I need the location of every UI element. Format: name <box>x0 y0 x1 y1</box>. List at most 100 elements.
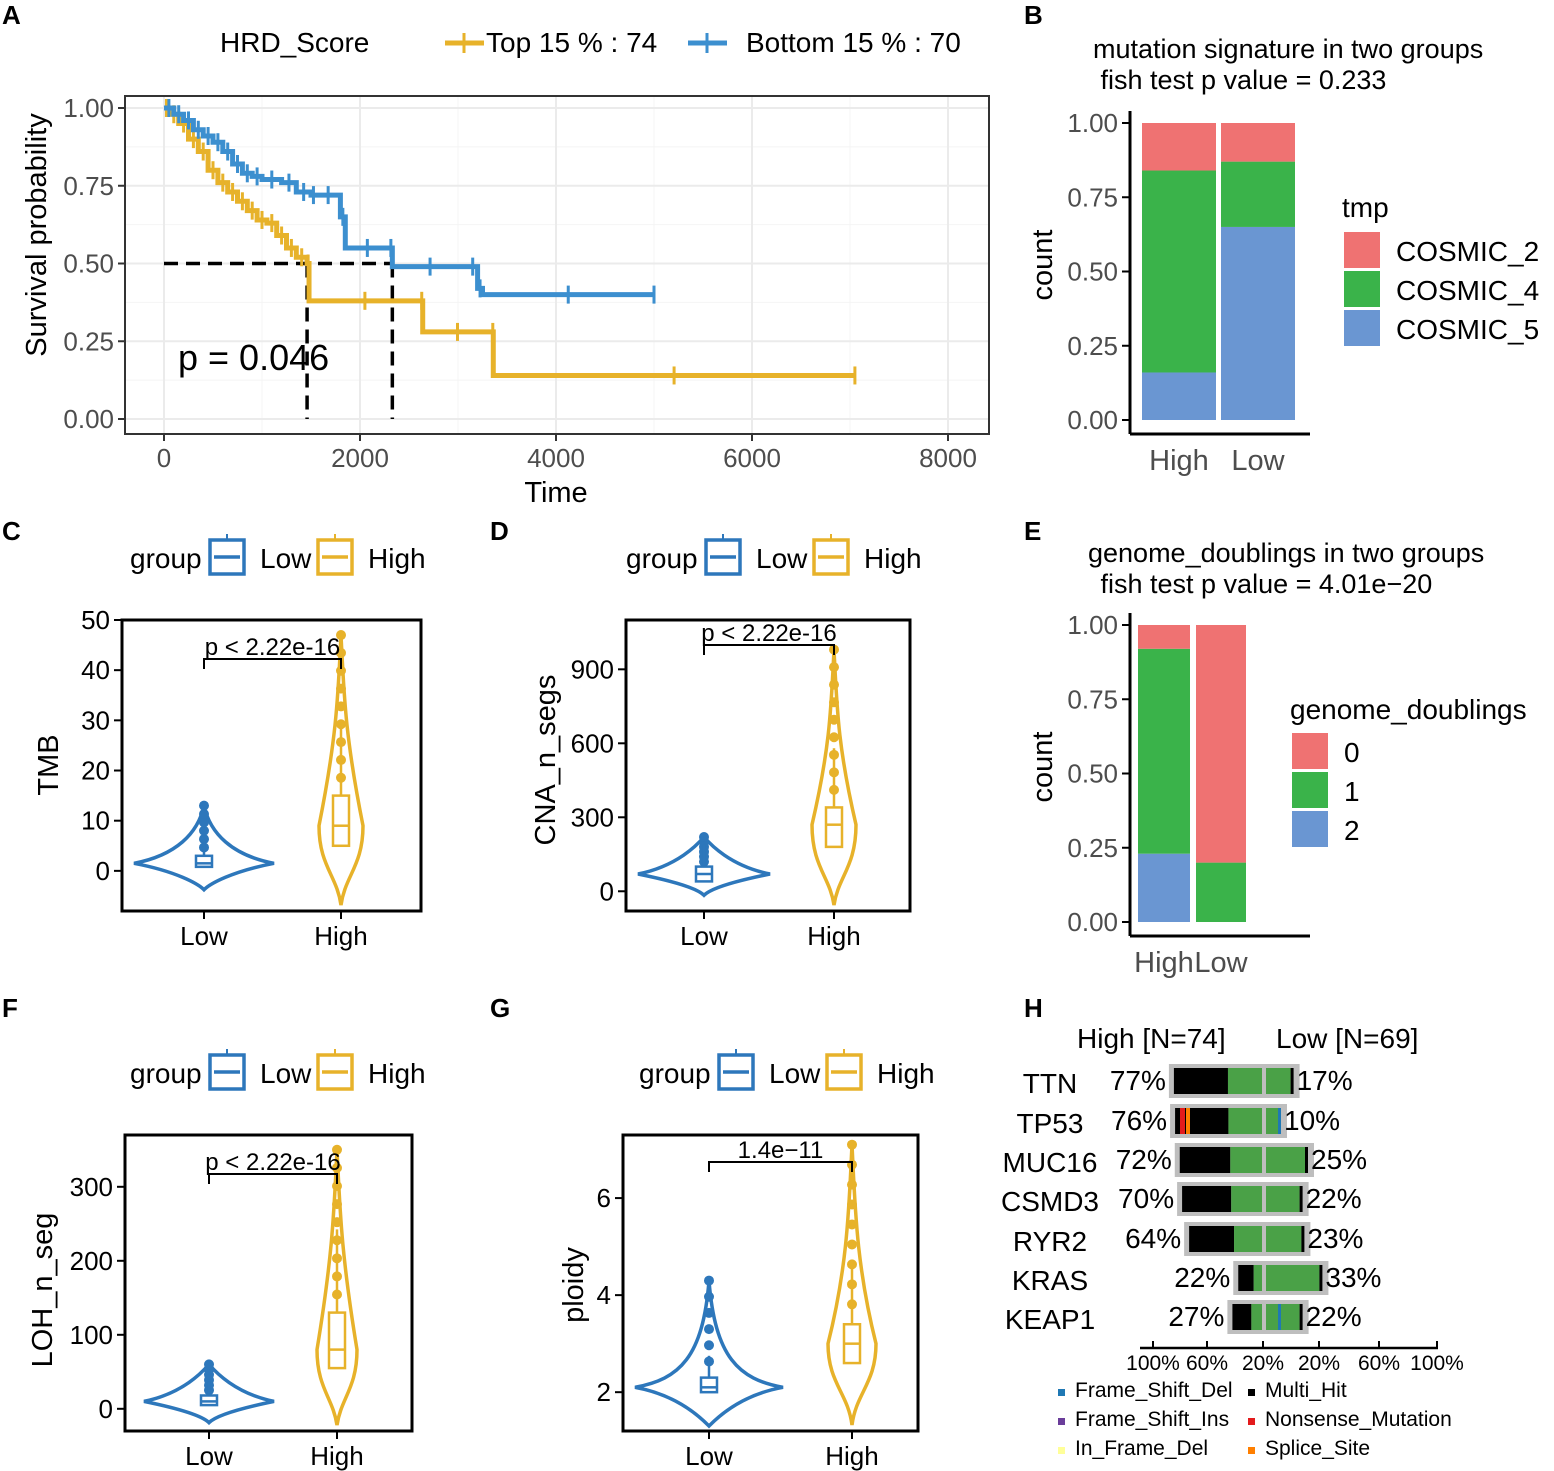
cobar-legend-label-frame_shift_ins: Frame_Shift_Ins <box>1075 1408 1229 1431</box>
ploidy-outlier-high <box>847 1139 857 1150</box>
cobar-legend-swatch-splice_site <box>1248 1447 1255 1454</box>
ploidy-box-low <box>699 1376 719 1394</box>
cobar-gene-label-ryr2: RYR2 <box>1013 1226 1087 1257</box>
cobar-legend-swatch-nonsense_mutation <box>1248 1418 1255 1425</box>
panel-d-cna-segs: group Low High 0 300 600 900 Low High p < 2.22e-… <box>530 534 922 951</box>
cna-significance-label: p < 2.22e-16 <box>701 620 836 647</box>
cobar-low-pct-ryr2: 23% <box>1307 1223 1363 1254</box>
gd-bar-high-2 <box>1138 853 1190 922</box>
cobar-high-pct-ryr2: 64% <box>1125 1223 1181 1254</box>
ploidy-outlier-low <box>704 1324 714 1335</box>
panel-label-h: H <box>1024 993 1043 1023</box>
panel-label-c: C <box>2 516 21 546</box>
gd-legend-label-0: 0 <box>1344 737 1360 768</box>
cobar-low-pct-muc16: 25% <box>1311 1144 1367 1175</box>
tmb-y-axis-title: TMB <box>33 734 65 795</box>
cobar-gene-label-csmd3: CSMD3 <box>1001 1186 1099 1217</box>
ploidy-outlier-low <box>704 1275 714 1286</box>
ploidy-outlier-low <box>704 1340 714 1351</box>
cobar-low-multihit-kras <box>1319 1265 1323 1291</box>
gd-legend-label-2: 2 <box>1344 815 1360 846</box>
gd-y-tick-label: 1.00 <box>1067 610 1118 640</box>
ploidy-x-tick-label-low: Low <box>685 1441 733 1471</box>
loh-y-tick-label: 0 <box>99 1394 113 1424</box>
cobar-high-pct-tp53: 76% <box>1111 1105 1167 1136</box>
tmb-outlier-low <box>199 825 209 836</box>
cobar-low-missense-muc16 <box>1266 1147 1305 1173</box>
sig-bar-low-cosmic_2 <box>1221 123 1295 162</box>
gd-bar-high-0 <box>1138 625 1190 649</box>
ploidy-significance-bracket <box>708 1161 853 1172</box>
cobar-gene-label-ttn: TTN <box>1023 1068 1077 1099</box>
cna-y-tick-label: 0 <box>600 876 614 906</box>
cobar-low-pct-tp53: 10% <box>1284 1105 1340 1136</box>
sig-y-tick-label: 0.50 <box>1067 257 1118 287</box>
cobar-axis-label: 100% <box>1410 1352 1464 1375</box>
sig-x-tick-label-low: Low <box>1231 445 1285 477</box>
tmb-legend-title: group <box>130 543 202 574</box>
loh-box-high <box>327 1311 347 1370</box>
km-y-tick-label: 1.00 <box>63 93 114 123</box>
cobar-axis-label: 60% <box>1186 1352 1228 1375</box>
cobar-axis-label: 20% <box>1298 1352 1340 1375</box>
gd-y-tick-label: 0.50 <box>1067 759 1118 789</box>
cobar-axis-label: 100% <box>1126 1352 1180 1375</box>
cobar-high-pct-kras: 22% <box>1174 1262 1230 1293</box>
cobar-axis-label: 20% <box>1242 1352 1284 1375</box>
cobar-low-missense-ryr2 <box>1266 1226 1302 1252</box>
cobar-tp53-frameshift <box>1278 1108 1281 1134</box>
loh-outlier-high <box>332 1217 342 1228</box>
panel-f-loh: group Low High 0 100 200 300 Low High p < 2.22e-… <box>27 1049 426 1471</box>
loh-y-axis-title: LOH_n_seg <box>27 1213 59 1368</box>
cna-outlier-high <box>829 679 839 690</box>
cobar-rows: TTN 77% 17% TP53 76% 10% MUC16 72% 25% CSMD3 70% 22… <box>1001 1064 1381 1335</box>
cobar-low-pct-csmd3: 22% <box>1306 1183 1362 1214</box>
cobar-low-missense-tp53 <box>1266 1108 1278 1134</box>
cna-significance-bracket <box>703 644 835 655</box>
cobar-high-missense-kras <box>1253 1265 1262 1291</box>
km-x-tick-label: 0 <box>157 443 171 473</box>
tmb-outlier-high <box>336 647 346 658</box>
tmb-outlier-high <box>336 683 346 694</box>
panel-label-b: B <box>1024 0 1043 30</box>
tmb-outlier-low <box>199 800 209 811</box>
cna-legend-high-label: High <box>864 543 922 574</box>
km-y-tick-label: 0.50 <box>63 249 114 279</box>
gd-legend: 0 1 2 <box>1292 733 1360 847</box>
ploidy-outlier-high <box>847 1239 857 1250</box>
tmb-legend: group Low High <box>130 534 426 576</box>
ploidy-significance-label: 1.4e−11 <box>738 1137 824 1164</box>
ploidy-legend-low-label: Low <box>769 1058 821 1089</box>
tmb-outlier-low <box>199 817 209 828</box>
tmb-box-high <box>331 794 351 848</box>
cobar-high-multihit-ryr2 <box>1189 1226 1235 1252</box>
gd-y-tick-label: 0.00 <box>1067 907 1118 937</box>
tmb-x-tick-label-high: High <box>314 921 367 951</box>
sig-bar-high-cosmic_4 <box>1142 170 1216 373</box>
loh-legend-high-label: High <box>368 1058 426 1089</box>
cna-box-high <box>824 806 844 849</box>
sig-legend-label-cosmic_2: COSMIC_2 <box>1396 236 1539 267</box>
gd-title: genome_doublings in two groups <box>1088 538 1484 568</box>
km-p-value: p = 0.046 <box>178 337 329 378</box>
ploidy-violin-low <box>634 1280 784 1429</box>
cobar-high-missense-muc16 <box>1230 1147 1262 1173</box>
cobar-legend-label-frame_shift_del: Frame_Shift_Del <box>1075 1379 1233 1402</box>
ploidy-legend: group Low High <box>639 1049 935 1091</box>
loh-significance-label: p < 2.22e-16 <box>205 1149 340 1176</box>
tmb-significance-bracket <box>203 658 342 669</box>
sig-title: mutation signature in two groups <box>1093 34 1483 64</box>
cobar-low-pct-ttn: 17% <box>1297 1065 1353 1096</box>
km-x-tick-label: 4000 <box>527 443 585 473</box>
cna-outlier-high <box>829 714 839 725</box>
km-x-axis-title: Time <box>524 477 587 509</box>
loh-legend-title: group <box>130 1058 202 1089</box>
cobar-axis-label: 60% <box>1358 1352 1400 1375</box>
cobar-low-missense-kras <box>1266 1265 1320 1291</box>
cobar-legend-label-nonsense_mutation: Nonsense_Mutation <box>1265 1408 1452 1431</box>
cna-x-tick-label-high: High <box>807 921 860 951</box>
loh-outlier-high <box>332 1199 342 1210</box>
tmb-outlier-high <box>336 701 346 712</box>
cna-y-axis-title: CNA_n_segs <box>530 675 562 846</box>
